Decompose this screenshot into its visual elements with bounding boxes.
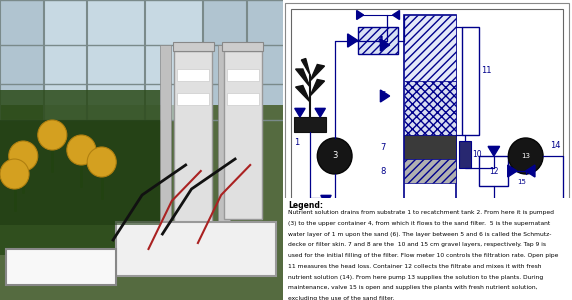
Bar: [0, 105, 291, 300]
Bar: [177, 69, 209, 81]
Bar: [294, 117, 326, 132]
Bar: [0, 90, 160, 255]
Polygon shape: [296, 85, 310, 102]
Bar: [6, 249, 116, 285]
Text: nutrient solution (14). From here pump 13 supplies the solution to the plants. D: nutrient solution (14). From here pump 1…: [288, 274, 543, 280]
Text: 5: 5: [380, 40, 386, 50]
Text: 11: 11: [481, 66, 491, 75]
Circle shape: [9, 141, 38, 171]
Bar: [177, 93, 209, 105]
Polygon shape: [526, 165, 535, 177]
Polygon shape: [427, 201, 436, 213]
Bar: [0, 120, 160, 225]
Bar: [174, 51, 212, 225]
Bar: [0, 0, 291, 120]
Text: 6: 6: [380, 92, 386, 100]
Bar: [462, 27, 479, 135]
Text: 3: 3: [332, 152, 337, 160]
Text: 2: 2: [323, 228, 328, 237]
Circle shape: [87, 147, 116, 177]
Text: 8: 8: [380, 167, 386, 176]
Bar: [305, 204, 346, 225]
Text: 16: 16: [419, 216, 430, 225]
Text: 1: 1: [294, 138, 299, 147]
Polygon shape: [389, 201, 398, 213]
Text: 10: 10: [472, 150, 482, 159]
Text: Legend:: Legend:: [288, 201, 323, 210]
Polygon shape: [301, 58, 310, 75]
Text: 7: 7: [380, 142, 386, 152]
Polygon shape: [296, 69, 310, 87]
Polygon shape: [315, 108, 325, 117]
Bar: [116, 222, 276, 276]
Bar: [43, 0, 204, 120]
Polygon shape: [404, 201, 414, 213]
Bar: [404, 135, 456, 159]
Polygon shape: [295, 108, 305, 117]
Text: 14: 14: [550, 141, 561, 150]
Bar: [404, 15, 456, 81]
Circle shape: [317, 138, 352, 174]
Text: 13: 13: [521, 153, 530, 159]
Bar: [227, 93, 259, 105]
Circle shape: [509, 138, 543, 174]
Bar: [173, 42, 213, 51]
Bar: [223, 42, 263, 51]
Circle shape: [67, 135, 96, 165]
Text: Nutrient solution drains from substrate 1 to recatchment tank 2. From here it is: Nutrient solution drains from substrate …: [288, 210, 554, 215]
Text: 11 measures the head loss. Container 12 collects the filtrate and mixes it with : 11 measures the head loss. Container 12 …: [288, 264, 542, 269]
Text: used for the initial filling of the filter. Flow meter 10 controls the filtratio: used for the initial filling of the filt…: [288, 253, 559, 258]
Polygon shape: [488, 146, 500, 156]
Polygon shape: [310, 64, 324, 81]
Polygon shape: [508, 165, 517, 177]
Text: 15: 15: [517, 178, 526, 184]
Text: 12: 12: [489, 167, 499, 176]
Polygon shape: [392, 11, 399, 20]
Polygon shape: [310, 80, 324, 96]
Polygon shape: [444, 228, 454, 240]
Circle shape: [38, 120, 67, 150]
Bar: [160, 45, 172, 240]
Bar: [224, 51, 261, 219]
Bar: [459, 141, 471, 168]
Bar: [404, 15, 456, 201]
Polygon shape: [321, 195, 331, 204]
Bar: [404, 159, 456, 183]
Polygon shape: [348, 34, 358, 47]
Text: excluding the use of the sand filter.: excluding the use of the sand filter.: [288, 296, 395, 300]
Text: 9: 9: [427, 213, 433, 222]
Bar: [404, 81, 456, 135]
Text: (3) to the upper container 4, from which it flows to the sand filter.  5 is the : (3) to the upper container 4, from which…: [288, 221, 551, 226]
Text: water layer of 1 m upon the sand (6). The layer between 5 and 6 is called the Sc: water layer of 1 m upon the sand (6). Th…: [288, 232, 552, 237]
Polygon shape: [357, 11, 364, 20]
Polygon shape: [380, 90, 390, 102]
Bar: [358, 27, 398, 54]
Polygon shape: [380, 39, 390, 51]
Bar: [479, 156, 509, 186]
Bar: [218, 45, 229, 240]
Bar: [227, 69, 259, 81]
Text: decke or filter skin. 7 and 8 are the  10 and 15 cm gravel layers, respectively.: decke or filter skin. 7 and 8 are the 10…: [288, 242, 546, 247]
Bar: [291, 9, 563, 210]
Text: maintenance, valve 15 is open and supplies the plants with fresh nutrient soluti: maintenance, valve 15 is open and suppli…: [288, 285, 538, 290]
Text: 4: 4: [378, 36, 384, 45]
Circle shape: [0, 159, 29, 189]
Polygon shape: [389, 228, 398, 240]
